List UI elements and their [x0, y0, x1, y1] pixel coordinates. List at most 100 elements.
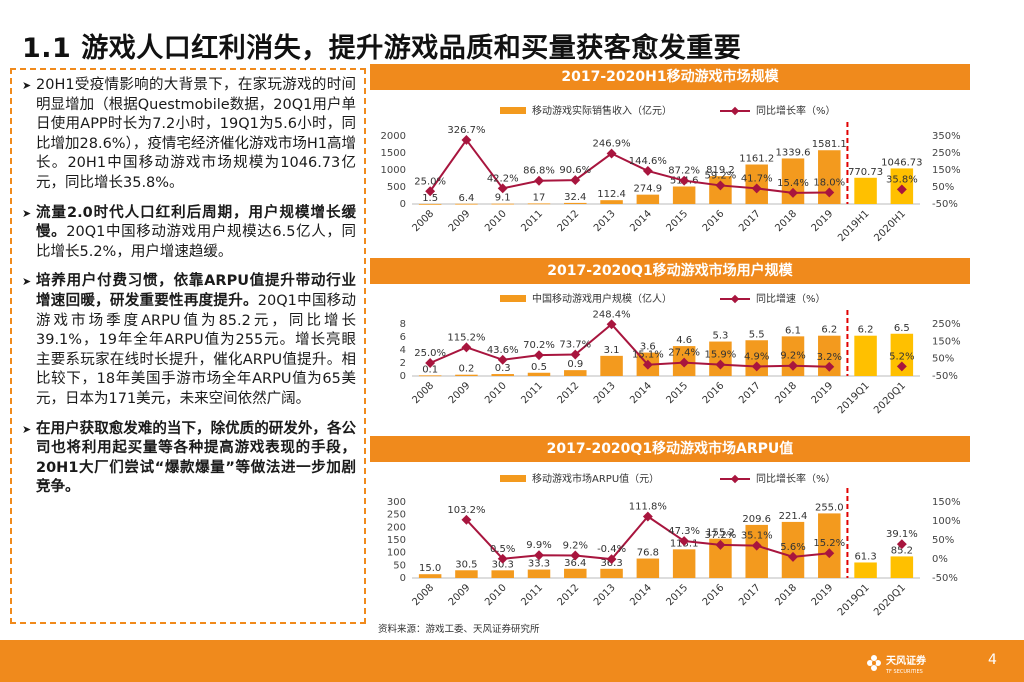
left-axis-tick: 2000	[381, 131, 406, 142]
growth-rate-label: 35.1%	[741, 531, 773, 542]
chart-2-title: 2017-2020Q1移动游戏市场用户规模	[370, 258, 970, 284]
left-axis-tick: 8	[400, 319, 406, 330]
tf-securities-logo: 天风证券 TF SECURITIES	[867, 654, 927, 675]
bar-value-label: 9.1	[495, 193, 511, 204]
bar-2011	[527, 372, 551, 376]
bar-value-label: 6.2	[858, 325, 874, 336]
bar-value-label: 3.6	[640, 342, 656, 353]
growth-rate-label: 25.0%	[414, 348, 446, 359]
logo-subtext: TF SECURITIES	[885, 669, 923, 675]
growth-rate-line	[429, 322, 830, 368]
bullet-bold: 在用户获取愈发难的当下，除优质的研发外，各公司也将利用起买量等各种提高游戏表现的…	[36, 420, 356, 496]
x-tick-label: 2017	[737, 208, 763, 234]
bar-2010	[491, 374, 514, 376]
x-tick-label: 2010	[483, 380, 509, 406]
growth-point-2020Q1	[896, 539, 907, 550]
left-axis-tick: 4	[400, 345, 406, 356]
left-axis-tick: 200	[387, 522, 406, 533]
bar-2012	[564, 370, 587, 376]
growth-rate-label: 39.1%	[886, 529, 918, 540]
right-axis-tick: 350%	[932, 131, 961, 142]
source-note: 资料来源：游戏工委、天风证券研究所	[378, 624, 540, 635]
bar-value-label: 0.9	[567, 359, 583, 370]
x-tick-label: 2020Q1	[872, 380, 908, 416]
growth-point-2010	[497, 553, 508, 564]
bar-value-label: 85.2	[891, 545, 913, 556]
growth-rate-label: 9.2%	[780, 351, 805, 362]
growth-point-2020Q1	[896, 361, 907, 372]
bar-value-label: 1.5	[422, 193, 438, 204]
left-axis-tick: 50	[393, 560, 406, 571]
x-tick-label: 2016	[701, 582, 727, 608]
bar-value-label: 1581.1	[812, 139, 847, 150]
legend-bar-swatch	[500, 295, 526, 302]
bar-2020Q1	[890, 556, 914, 578]
right-axis-tick: 50%	[932, 182, 954, 193]
x-tick-label: 2017	[737, 380, 763, 406]
bar-value-label: 155.2	[706, 528, 735, 539]
bullet-bold: 流量2.0时代人口红利后周期，用户规模增长缓慢。	[36, 204, 356, 241]
bar-value-label: 6.2	[821, 325, 837, 336]
bar-2013	[600, 355, 623, 376]
x-tick-label: 2009	[447, 208, 473, 234]
x-tick-label: 2013	[592, 582, 618, 608]
bar-2013	[600, 200, 623, 204]
bar-value-label: 36.4	[564, 558, 586, 569]
x-tick-label: 2020H1	[872, 208, 908, 244]
bar-2010	[491, 203, 514, 205]
bullet-text: 20Q1中国移动游戏用户规模达6.5亿人，同比增长5.2%，用户增速趋缓。	[36, 224, 356, 260]
x-tick-label: 2014	[628, 582, 654, 608]
growth-rate-label: 41.7%	[741, 173, 773, 184]
growth-rate-label: 43.6%	[487, 345, 519, 356]
growth-rate-label: 90.6%	[559, 165, 591, 176]
growth-rate-label: 5.2%	[889, 351, 914, 362]
bar-2016	[709, 538, 732, 578]
bar-2008	[418, 203, 442, 205]
x-tick-label: 2012	[556, 582, 582, 608]
x-tick-label: 2010	[483, 208, 509, 234]
growth-rate-label: 70.2%	[523, 340, 555, 351]
bar-value-label: 15.0	[419, 563, 441, 574]
bar-value-label: 0.1	[422, 364, 438, 375]
growth-point-2011	[534, 175, 544, 186]
growth-rate-label: 35.8%	[886, 174, 918, 185]
right-axis-tick: 150%	[932, 497, 961, 508]
bar-2012	[564, 202, 587, 204]
growth-rate-label: 0.5%	[490, 544, 515, 555]
right-axis-tick: 150%	[932, 165, 961, 176]
bullet-text: 20Q1中国移动游戏市场季度ARPU值为85.2元，同比增长39.1%，19年全…	[36, 292, 357, 407]
growth-point-2017	[751, 183, 762, 194]
left-axis-tick: 0	[400, 371, 406, 382]
bar-2019	[818, 513, 841, 578]
growth-rate-label: 9.9%	[526, 540, 551, 551]
growth-rate-label: 248.4%	[593, 309, 631, 320]
legend-line-marker	[730, 474, 740, 484]
bar-2009	[455, 570, 478, 578]
bar-value-label: 0.2	[458, 364, 474, 375]
x-tick-label: 2019	[810, 582, 836, 608]
x-tick-label: 2020Q1	[872, 582, 908, 618]
bar-value-label: 17	[533, 192, 546, 203]
x-tick-label: 2019	[810, 208, 836, 234]
left-axis-tick: 0	[400, 573, 406, 584]
left-axis-tick: 6	[400, 332, 406, 343]
bar-value-label: 30.5	[455, 559, 477, 570]
bullet-1: ➤ 20H1受疫情影响的大背景下，在家玩游戏的时间明显增加（根据Questmobi…	[22, 76, 356, 194]
growth-rate-label: 18.0%	[813, 177, 845, 188]
chart-3-title: 2017-2020Q1移动游戏市场ARPU值	[370, 436, 970, 462]
x-tick-label: 2012	[556, 208, 582, 234]
growth-point-2015	[679, 536, 690, 546]
bar-2009	[455, 203, 478, 205]
arrow-icon: ➤	[22, 206, 32, 220]
bar-value-label: 1161.2	[739, 154, 774, 165]
bar-2008	[418, 574, 442, 578]
legend-bar-label: 中国移动游戏用户规模（亿人）	[532, 292, 672, 305]
growth-point-2014	[642, 511, 653, 522]
x-tick-label: 2014	[628, 208, 654, 234]
growth-point-2017	[751, 540, 762, 551]
x-tick-label: 2008	[410, 582, 436, 608]
bar-2009	[455, 374, 478, 376]
growth-point-2009	[461, 135, 472, 145]
growth-rate-label: 9.2%	[563, 541, 588, 552]
